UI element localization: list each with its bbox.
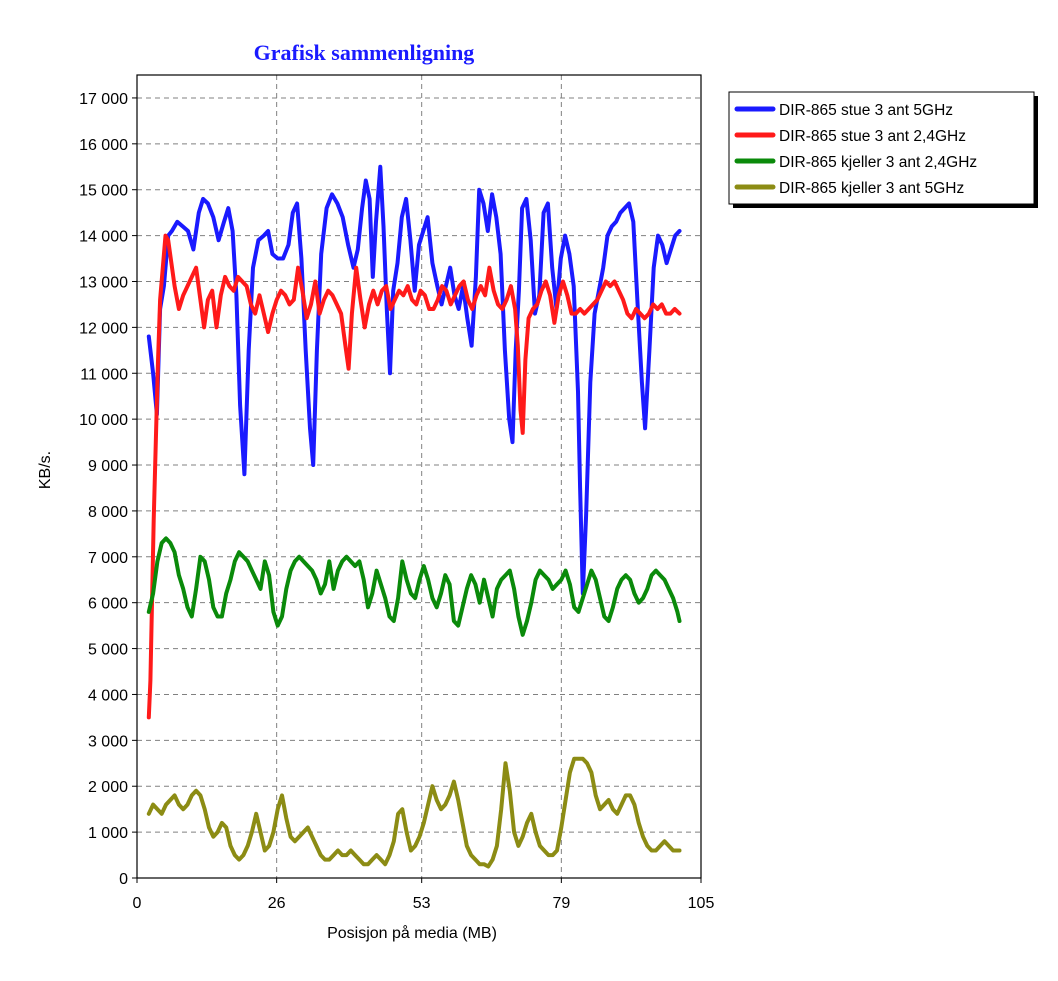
y-tick-label: 6 000 [88, 596, 128, 613]
x-tick-label: 105 [688, 895, 715, 912]
y-tick-label: 9 000 [88, 458, 128, 475]
y-tick-label: 8 000 [88, 504, 128, 521]
x-tick-label: 0 [133, 895, 142, 912]
series-line-3 [146, 536, 682, 637]
grid-lines [137, 75, 701, 878]
legend-items: DIR-865 stue 3 ant 5GHz DIR-865 stue 3 an… [734, 102, 977, 197]
y-tick-label: 4 000 [88, 687, 128, 704]
y-tick-label: 7 000 [88, 550, 128, 567]
legend-label-4: DIR-865 kjeller 3 ant 5GHz [779, 180, 964, 197]
y-tick-label: 2 000 [88, 779, 128, 796]
series-line-2 [146, 233, 682, 720]
y-tick-label: 5 000 [88, 642, 128, 659]
y-axis-title: KB/s. [37, 451, 54, 489]
series-line-4 [146, 756, 682, 869]
series-line-1 [146, 164, 682, 596]
plot-frame [136, 74, 702, 879]
legend-label-1: DIR-865 stue 3 ant 5GHz [779, 102, 953, 119]
x-axis-title: Posisjon på media (MB) [327, 924, 497, 942]
y-tick-label: 1 000 [88, 825, 128, 842]
y-tick-label: 17 000 [79, 91, 128, 108]
legend-box [728, 91, 1035, 205]
x-axis-ticks: 0 26 53 79 105 [133, 878, 715, 912]
x-tick-label: 53 [413, 895, 431, 912]
legend-label-3: DIR-865 kjeller 3 ant 2,4GHz [779, 154, 977, 171]
y-axis-ticks: 0 1 000 2 000 3 000 4 000 5 000 6 000 7 000 8 00… [79, 91, 137, 888]
y-tick-label: 13 000 [79, 274, 128, 291]
y-tick-label: 14 000 [79, 229, 128, 246]
x-tick-label: 26 [268, 895, 286, 912]
legend-label-2: DIR-865 stue 3 ant 2,4GHz [779, 128, 966, 145]
y-tick-label: 15 000 [79, 183, 128, 200]
y-tick-label: 3 000 [88, 733, 128, 750]
x-tick-label: 79 [552, 895, 570, 912]
y-tick-label: 12 000 [79, 320, 128, 337]
y-tick-label: 10 000 [79, 412, 128, 429]
y-tick-label: 11 000 [80, 366, 128, 383]
series-lines [146, 164, 682, 869]
y-tick-label: 0 [119, 871, 128, 888]
legend: DIR-865 stue 3 ant 5GHz DIR-865 stue 3 an… [728, 91, 1038, 208]
y-tick-label: 16 000 [79, 137, 128, 154]
chart-title: Grafisk sammenligning [254, 40, 475, 65]
